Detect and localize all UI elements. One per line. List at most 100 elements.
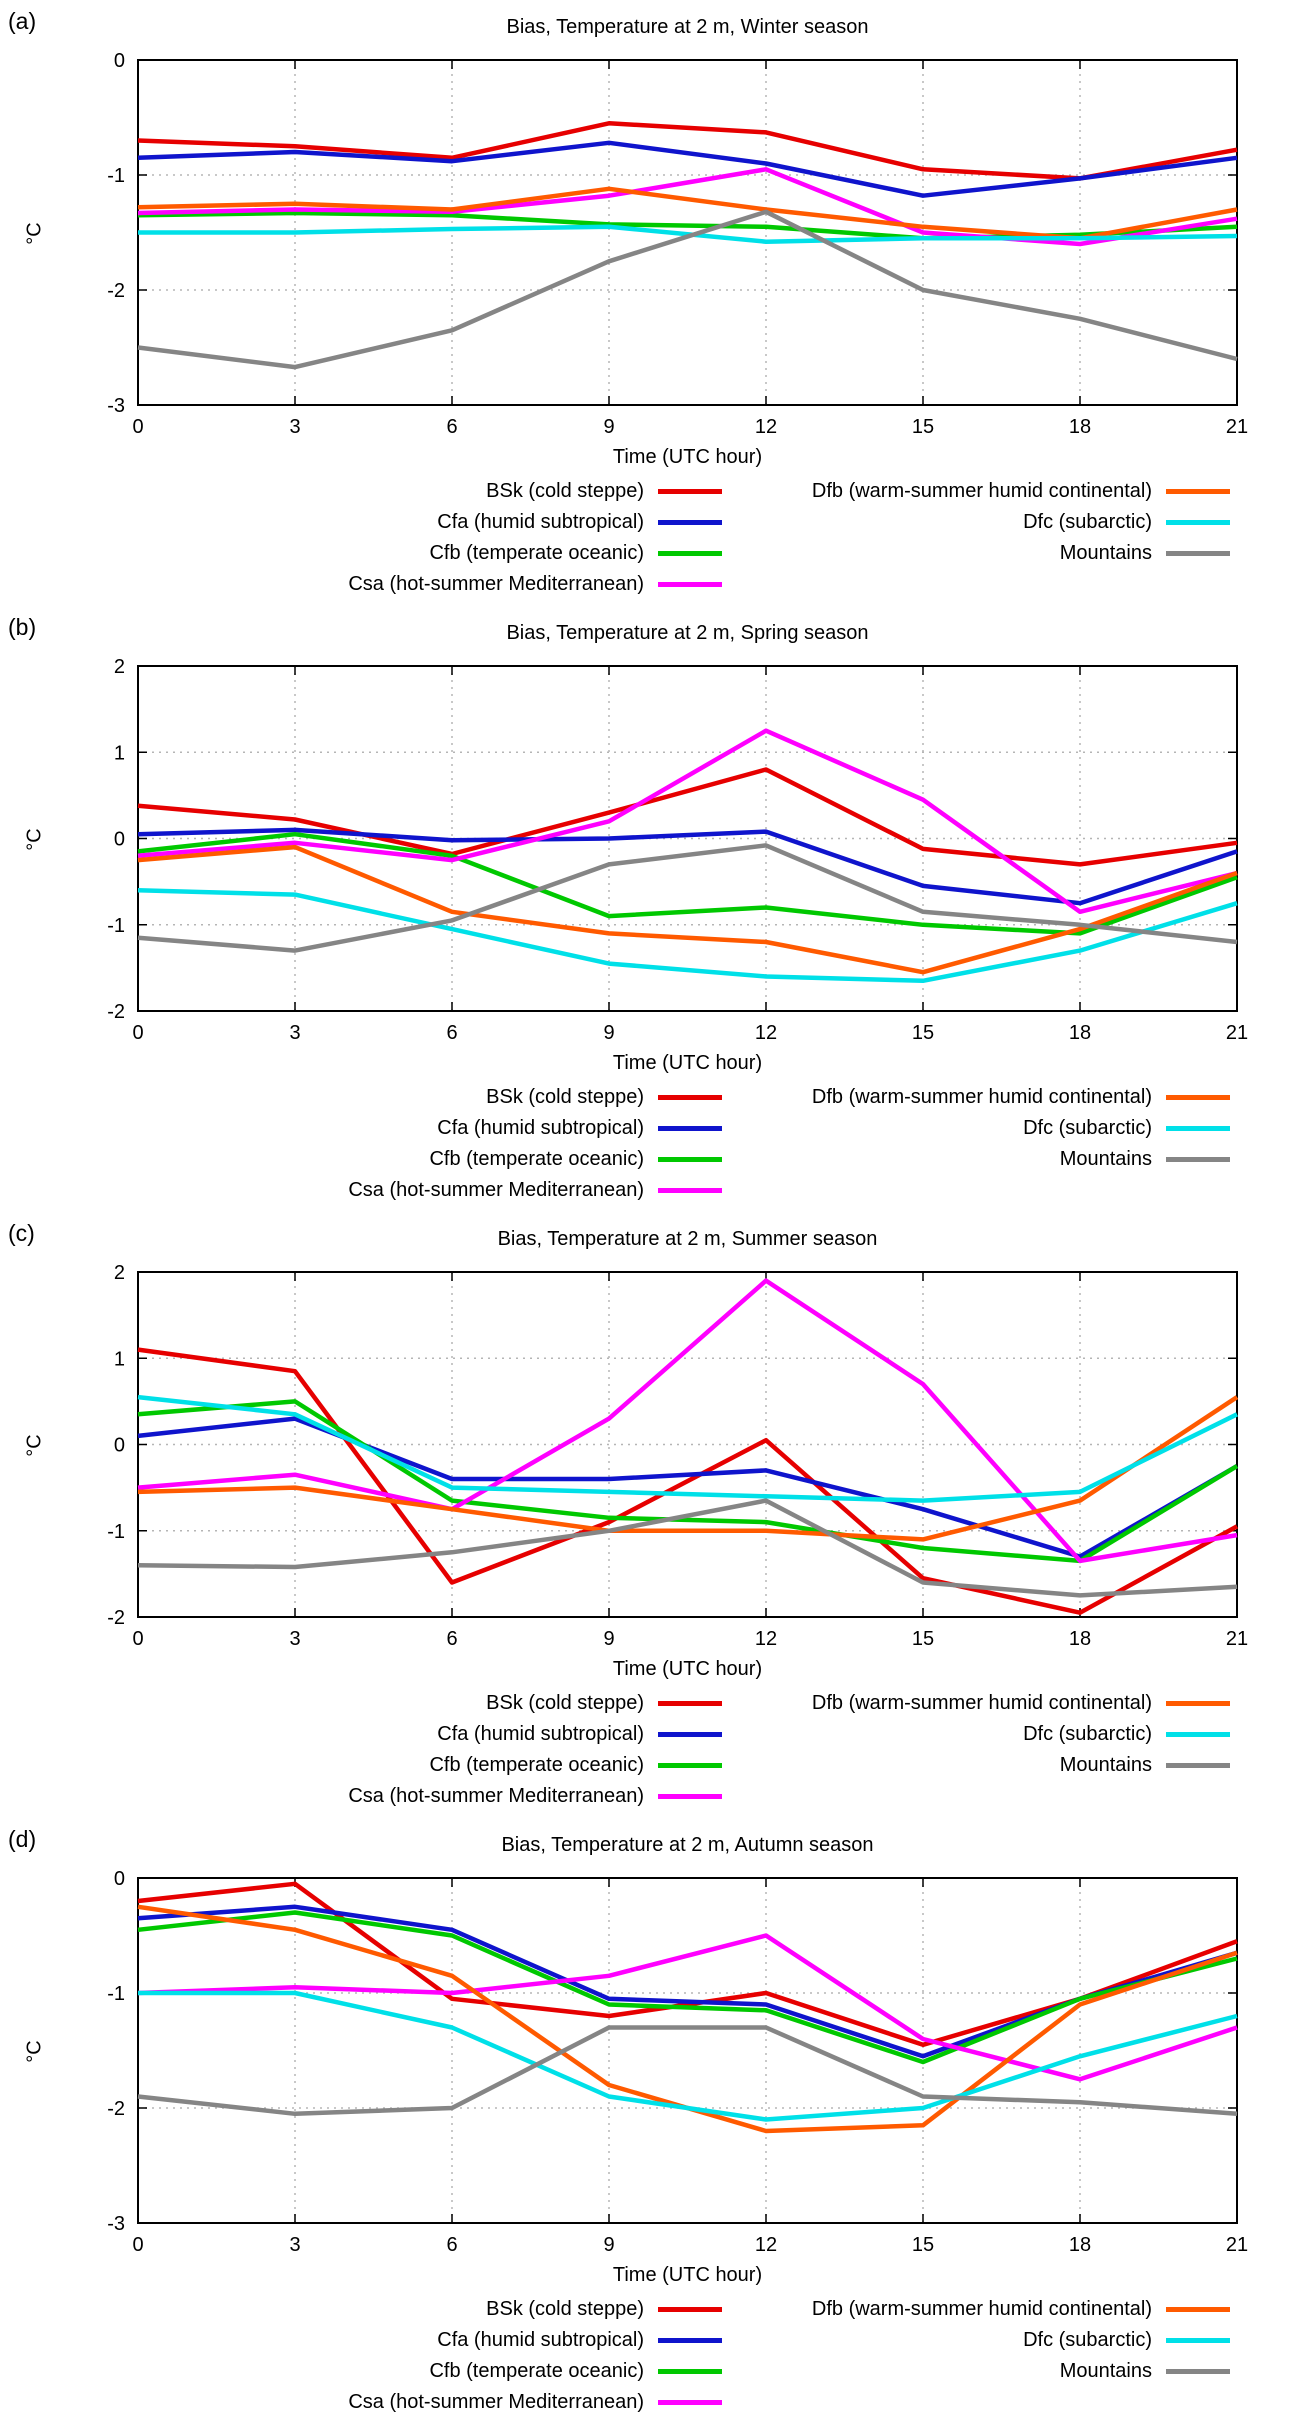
svg-text:21: 21 <box>1226 2234 1248 2256</box>
series-line <box>137 1910 1238 2065</box>
series-line <box>137 827 1238 906</box>
legend-label: Csa (hot-summer Mediterranean) <box>348 1785 644 1807</box>
legend-label: Dfb (warm-summer humid continental) <box>811 2298 1152 2320</box>
legend-line-swatch <box>658 582 722 587</box>
legend-item: Cfb (temperate oceanic) <box>0 1144 722 1175</box>
legend-label: Cfb (temperate oceanic) <box>429 1754 644 1776</box>
legend-item: BSk (cold steppe) <box>0 476 722 507</box>
legend-line-swatch <box>658 1701 722 1706</box>
svg-text:12: 12 <box>755 1022 777 1044</box>
svg-text:3: 3 <box>289 416 300 438</box>
legend-item: Cfb (temperate oceanic) <box>0 538 722 569</box>
series-line <box>137 844 1238 975</box>
svg-text:-2: -2 <box>107 1001 125 1023</box>
series-line <box>137 1394 1238 1503</box>
legend-item: Csa (hot-summer Mediterranean) <box>0 569 722 600</box>
legend-item: BSk (cold steppe) <box>0 1688 722 1719</box>
svg-text:12: 12 <box>755 2234 777 2256</box>
legend-label: Cfb (temperate oceanic) <box>429 542 644 564</box>
svg-text:3: 3 <box>289 1628 300 1650</box>
legend-label: Dfc (subarctic) <box>1023 2329 1152 2351</box>
legend-line-swatch <box>658 2400 722 2405</box>
series-line <box>137 140 1238 198</box>
line-chart: 0 3 6 9 12 15 18 21 0 -1 -2 -3 <box>107 1868 1248 2256</box>
legend-line-swatch <box>1166 520 1230 525</box>
legend-line-swatch <box>1166 2369 1230 2374</box>
svg-text:0: 0 <box>132 1628 143 1650</box>
legend-line-swatch <box>658 1188 722 1193</box>
legend-label: Csa (hot-summer Mediterranean) <box>348 1179 644 1201</box>
legend: BSk (cold steppe) Cfa (humid subtropical)… <box>0 1688 1230 1812</box>
series-line <box>137 2025 1238 2117</box>
series-line <box>137 728 1238 915</box>
series-line <box>137 843 1238 953</box>
legend-line-swatch <box>1166 1701 1230 1706</box>
svg-text:3: 3 <box>289 1022 300 1044</box>
svg-text:15: 15 <box>912 1022 934 1044</box>
svg-text:0: 0 <box>132 416 143 438</box>
legend-line-swatch <box>658 520 722 525</box>
svg-text:0: 0 <box>114 50 125 72</box>
series-line <box>137 1399 1239 1564</box>
legend-item: Mountains <box>722 1750 1230 1781</box>
legend-item: Csa (hot-summer Mediterranean) <box>0 1781 722 1812</box>
panel-label: (b) <box>8 614 37 640</box>
svg-text:0: 0 <box>132 1022 143 1044</box>
svg-text:0: 0 <box>132 2234 143 2256</box>
svg-text:-2: -2 <box>107 280 125 302</box>
legend-label: BSk (cold steppe) <box>486 480 644 502</box>
legend-label: Mountains <box>1059 542 1152 564</box>
series-line <box>137 1395 1239 1542</box>
series-line <box>137 831 1238 936</box>
legend-item: Cfa (humid subtropical) <box>0 2325 722 2356</box>
legend-item: Dfc (subarctic) <box>722 1719 1230 1750</box>
line-chart: 0 3 6 9 12 15 18 21 0 -1 -2 -3 <box>107 50 1248 438</box>
legend-label: BSk (cold steppe) <box>486 1692 644 1714</box>
legend-line-swatch <box>658 489 722 494</box>
x-axis-label: Time (UTC hour) <box>612 446 763 468</box>
legend: BSk (cold steppe) Cfa (humid subtropical)… <box>0 2294 1230 2418</box>
series-line <box>137 209 1238 370</box>
legend-item: Mountains <box>722 2356 1230 2387</box>
svg-text:2: 2 <box>114 1262 125 1284</box>
panel-label: (a) <box>8 8 37 34</box>
svg-text:9: 9 <box>603 1022 614 1044</box>
legend-label: Dfc (subarctic) <box>1023 1723 1152 1745</box>
svg-text:12: 12 <box>755 1628 777 1650</box>
svg-text:-2: -2 <box>107 1607 125 1629</box>
svg-text:9: 9 <box>603 1628 614 1650</box>
svg-text:6: 6 <box>446 1628 457 1650</box>
legend-item: Cfa (humid subtropical) <box>0 1719 722 1750</box>
series-line <box>137 1904 1238 2134</box>
legend-item: BSk (cold steppe) <box>0 2294 722 2325</box>
x-axis-label: Time (UTC hour) <box>612 1658 763 1680</box>
legend-line-swatch <box>658 2307 722 2312</box>
legend-line-swatch <box>1166 489 1230 494</box>
x-axis-label: Time (UTC hour) <box>612 2264 763 2286</box>
svg-text:-1: -1 <box>107 1983 125 2005</box>
svg-text:21: 21 <box>1226 416 1248 438</box>
legend-line-swatch <box>1166 1763 1230 1768</box>
legend-label: Mountains <box>1059 2360 1152 2382</box>
legend-line-swatch <box>1166 1732 1230 1737</box>
legend-label: Dfb (warm-summer humid continental) <box>811 1086 1152 1108</box>
svg-text:3: 3 <box>289 2234 300 2256</box>
x-axis-label: Time (UTC hour) <box>612 1052 763 1074</box>
legend-line-swatch <box>658 1794 722 1799</box>
legend-line-swatch <box>658 2338 722 2343</box>
legend-line-swatch <box>1166 1157 1230 1162</box>
legend-item: Dfb (warm-summer humid continental) <box>722 1082 1230 1113</box>
legend-item: Cfb (temperate oceanic) <box>0 1750 722 1781</box>
legend-line-swatch <box>1166 1126 1230 1131</box>
legend-item: Dfc (subarctic) <box>722 2325 1230 2356</box>
legend-label: Cfa (humid subtropical) <box>437 1117 644 1139</box>
panel-label: (c) <box>8 1220 35 1246</box>
legend-label: Csa (hot-summer Mediterranean) <box>348 2391 644 2413</box>
legend-label: Mountains <box>1059 1754 1152 1776</box>
legend-item: Dfb (warm-summer humid continental) <box>722 476 1230 507</box>
svg-text:-2: -2 <box>107 2098 125 2120</box>
legend-item: Mountains <box>722 538 1230 569</box>
legend-label: Cfa (humid subtropical) <box>437 511 644 533</box>
